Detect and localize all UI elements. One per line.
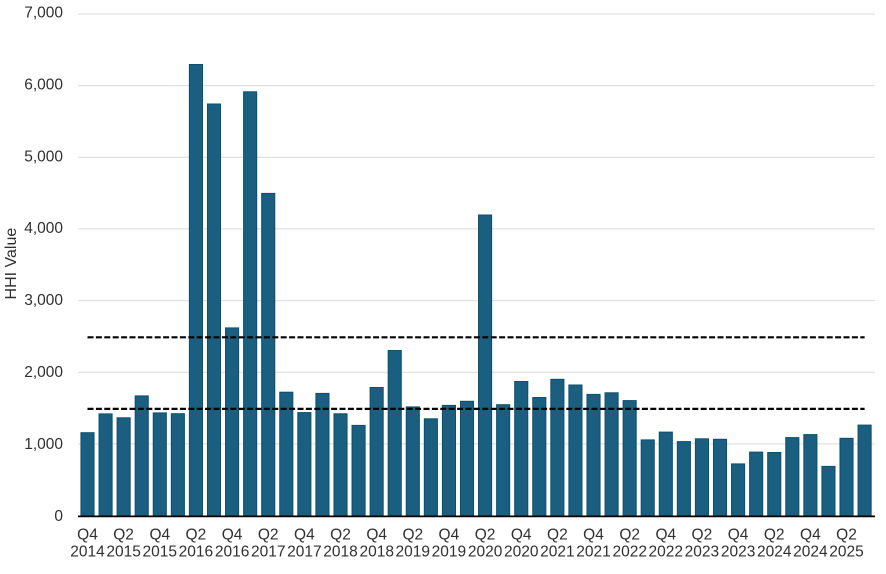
svg-text:2022: 2022 — [649, 544, 683, 561]
svg-text:Q2: Q2 — [764, 526, 785, 543]
svg-text:Q2: Q2 — [692, 526, 713, 543]
svg-text:Q4: Q4 — [583, 526, 604, 543]
svg-text:2025: 2025 — [829, 544, 863, 561]
svg-text:2021: 2021 — [576, 544, 610, 561]
svg-text:Q2: Q2 — [113, 526, 134, 543]
svg-text:2021: 2021 — [540, 544, 574, 561]
svg-text:Q4: Q4 — [655, 526, 676, 543]
svg-text:Q4: Q4 — [222, 526, 243, 543]
svg-text:7,000: 7,000 — [24, 4, 63, 21]
svg-text:0: 0 — [54, 508, 63, 525]
svg-text:Q4: Q4 — [439, 526, 460, 543]
svg-text:Q4: Q4 — [728, 526, 749, 543]
svg-text:2020: 2020 — [468, 544, 503, 561]
svg-text:2022: 2022 — [612, 544, 646, 561]
svg-text:2,000: 2,000 — [24, 364, 63, 381]
svg-text:Q4: Q4 — [77, 526, 98, 543]
svg-text:6,000: 6,000 — [24, 76, 63, 93]
svg-text:HHI Value: HHI Value — [3, 228, 20, 300]
svg-text:4,000: 4,000 — [24, 220, 63, 237]
svg-text:3,000: 3,000 — [24, 292, 63, 309]
svg-text:Q4: Q4 — [366, 526, 387, 543]
svg-text:Q2: Q2 — [836, 526, 857, 543]
svg-text:1,000: 1,000 — [24, 436, 63, 453]
svg-text:5,000: 5,000 — [24, 148, 63, 165]
svg-text:2018: 2018 — [323, 544, 357, 561]
svg-text:Q4: Q4 — [511, 526, 532, 543]
svg-text:Q2: Q2 — [402, 526, 423, 543]
svg-text:2017: 2017 — [287, 544, 321, 561]
svg-text:Q2: Q2 — [186, 526, 207, 543]
svg-text:2024: 2024 — [793, 544, 828, 561]
svg-text:2016: 2016 — [179, 544, 213, 561]
svg-text:Q2: Q2 — [258, 526, 279, 543]
svg-text:2015: 2015 — [106, 544, 140, 561]
svg-text:2018: 2018 — [359, 544, 393, 561]
svg-text:2024: 2024 — [757, 544, 792, 561]
svg-text:2019: 2019 — [432, 544, 466, 561]
svg-text:2023: 2023 — [685, 544, 719, 561]
svg-text:Q2: Q2 — [547, 526, 568, 543]
svg-text:Q2: Q2 — [475, 526, 496, 543]
svg-text:2020: 2020 — [504, 544, 539, 561]
svg-text:Q4: Q4 — [149, 526, 170, 543]
svg-text:Q4: Q4 — [294, 526, 315, 543]
svg-text:2017: 2017 — [251, 544, 285, 561]
svg-text:Q4: Q4 — [800, 526, 821, 543]
svg-text:2019: 2019 — [396, 544, 430, 561]
svg-text:2014: 2014 — [70, 544, 105, 561]
svg-text:2015: 2015 — [143, 544, 177, 561]
svg-text:Q2: Q2 — [619, 526, 640, 543]
svg-text:2023: 2023 — [721, 544, 755, 561]
svg-text:Q2: Q2 — [330, 526, 351, 543]
svg-text:2016: 2016 — [215, 544, 249, 561]
